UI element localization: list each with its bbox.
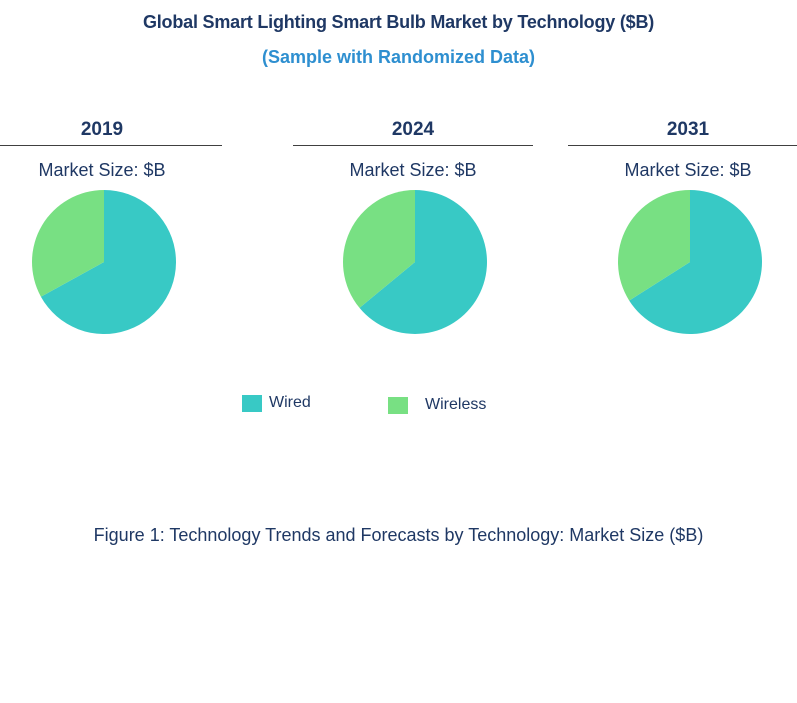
legend-item-wired: Wired xyxy=(242,394,311,412)
pie-slice-wireless xyxy=(32,190,104,297)
pie-slice-wired xyxy=(40,190,177,334)
pie-chart-2019 xyxy=(32,190,177,334)
figure-caption: Figure 1: Technology Trends and Forecast… xyxy=(93,525,704,545)
panel-subtitle: Market Size: $B xyxy=(349,160,477,180)
chart-subtitle: (Sample with Randomized Data) xyxy=(261,47,536,67)
pie-slice-wireless xyxy=(618,190,690,301)
pie-panel-2019: 2019 Market Size: $B xyxy=(0,118,222,334)
legend-swatch-wired xyxy=(242,394,262,412)
legend-swatch-wireless xyxy=(388,396,408,414)
panel-divider xyxy=(0,145,222,146)
legend-label: Wired xyxy=(269,394,311,411)
panel-year: 2031 xyxy=(666,119,710,140)
panel-subtitle: Market Size: $B xyxy=(624,160,752,180)
pie-chart-2031 xyxy=(618,190,763,334)
pie-slice-wireless xyxy=(343,190,415,308)
panel-subtitle: Market Size: $B xyxy=(38,160,166,180)
panel-divider xyxy=(293,145,533,146)
panel-year: 2024 xyxy=(391,119,435,140)
panel-year: 2019 xyxy=(80,119,124,140)
pie-panel-2031: 2031 Market Size: $B xyxy=(568,118,797,334)
legend-label: Wireless xyxy=(425,396,487,413)
pie-chart-2024 xyxy=(343,190,488,334)
legend: Wired Wireless xyxy=(0,392,797,422)
panel-divider xyxy=(568,145,797,146)
pie-slice-wired xyxy=(359,190,488,334)
chart-title: Global Smart Lighting Smart Bulb Market … xyxy=(142,12,655,32)
pie-panel-2024: 2024 Market Size: $B xyxy=(293,118,533,334)
legend-item-wireless: Wireless xyxy=(388,396,486,414)
pie-slice-wired xyxy=(629,190,763,334)
